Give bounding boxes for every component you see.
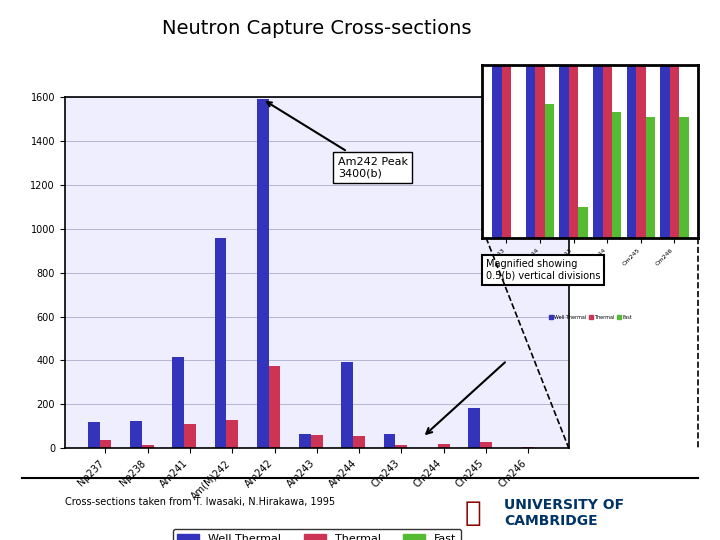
Bar (526, 65, 535, 238)
Text: Cross-sections taken from T. Iwasaki, N.Hirakawa, 1995: Cross-sections taken from T. Iwasaki, N.… (65, 497, 335, 507)
Bar (341, 362, 353, 448)
Bar (226, 420, 238, 448)
Bar (636, 65, 646, 238)
Legend: Well Thermal, Thermal, Fast: Well Thermal, Thermal, Fast (173, 529, 461, 540)
Bar (311, 435, 323, 448)
Bar (578, 207, 588, 238)
Bar (626, 65, 636, 238)
Bar (593, 65, 603, 238)
Bar (184, 424, 196, 448)
Text: Neutron Capture Cross-sections: Neutron Capture Cross-sections (162, 19, 472, 38)
Bar (353, 436, 365, 448)
Bar (215, 238, 226, 448)
Bar (544, 104, 554, 238)
Bar (395, 445, 408, 448)
Bar (99, 440, 112, 448)
Bar (468, 408, 480, 448)
Bar (646, 117, 655, 238)
Bar (559, 65, 569, 238)
Bar (257, 99, 269, 448)
Bar (492, 65, 502, 238)
Bar (142, 445, 153, 448)
Text: Magnified showing
0.5(b) vertical divisions: Magnified showing 0.5(b) vertical divisi… (486, 259, 600, 281)
Legend: Well Thermal, Thermal, Fast: Well Thermal, Thermal, Fast (546, 313, 634, 321)
Bar (480, 442, 492, 448)
Bar (438, 444, 449, 448)
Bar (502, 65, 511, 238)
Bar (679, 117, 688, 238)
Bar (172, 357, 184, 448)
Bar (384, 434, 395, 448)
Bar (269, 366, 281, 448)
Text: UNIVERSITY OF
CAMBRIDGE: UNIVERSITY OF CAMBRIDGE (504, 498, 624, 528)
Text: Am242 Peak
3400(b): Am242 Peak 3400(b) (267, 102, 408, 178)
Bar (535, 65, 544, 238)
Bar (612, 112, 621, 238)
Bar (569, 65, 578, 238)
Bar (130, 421, 142, 448)
Bar (603, 65, 612, 238)
Bar (670, 65, 679, 238)
Bar (299, 434, 311, 448)
Bar (88, 422, 99, 448)
Bar (522, 447, 534, 448)
Bar (660, 65, 670, 238)
Text: 🛡: 🛡 (464, 499, 481, 527)
